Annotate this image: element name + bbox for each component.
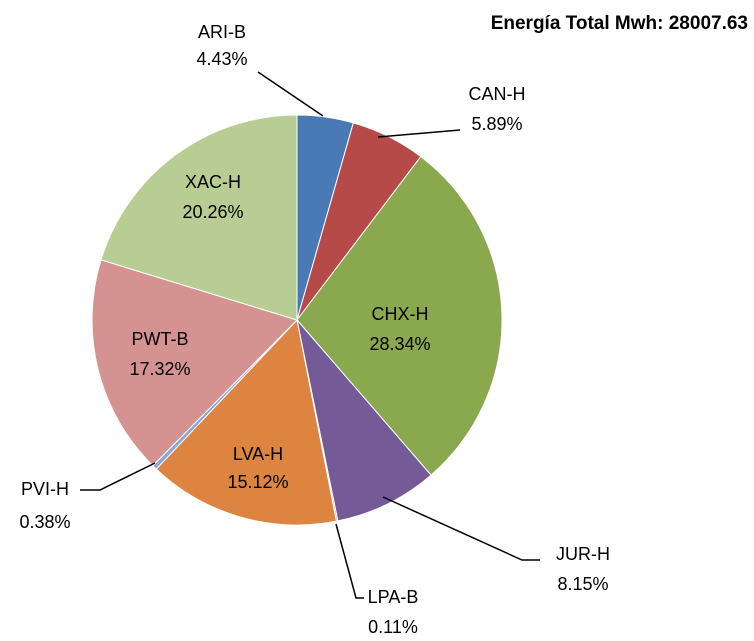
pie-slice bbox=[296, 318, 432, 522]
slice-label: JUR-H bbox=[556, 544, 610, 564]
slice-label: CHX-H bbox=[372, 304, 429, 324]
slice-value-label: 5.89% bbox=[471, 114, 522, 134]
slice-value-label: 28.34% bbox=[369, 334, 430, 354]
leader-line bbox=[377, 129, 461, 138]
pie-slice bbox=[296, 155, 503, 476]
pie-slice bbox=[155, 318, 338, 526]
pie-slice bbox=[100, 114, 298, 321]
slice-value-label: 0.38% bbox=[19, 512, 70, 532]
pie-slice bbox=[91, 259, 298, 467]
slice-label: XAC-H bbox=[185, 172, 241, 192]
slice-value-label: 20.26% bbox=[182, 202, 243, 222]
leader-line bbox=[257, 71, 324, 117]
slice-label: LPA-B bbox=[368, 587, 419, 607]
slice-value-label: 15.12% bbox=[227, 472, 288, 492]
slice-label: PWT-B bbox=[132, 329, 189, 349]
slice-value-label: 0.11% bbox=[368, 617, 418, 637]
slice-label: CAN-H bbox=[469, 84, 526, 104]
leader-line bbox=[382, 496, 540, 561]
slice-label: PVI-H bbox=[21, 479, 69, 499]
leader-line bbox=[335, 523, 364, 599]
slice-label: ARI-B bbox=[198, 22, 246, 42]
slice-value-label: 8.15% bbox=[557, 574, 608, 594]
slice-value-label: 17.32% bbox=[129, 359, 190, 379]
chart-title: Energía Total Mwh: 28007.63 bbox=[491, 13, 748, 34]
slice-value-label: 4.43% bbox=[196, 49, 247, 69]
slice-label: LVA-H bbox=[233, 444, 283, 464]
leader-line bbox=[80, 462, 156, 491]
